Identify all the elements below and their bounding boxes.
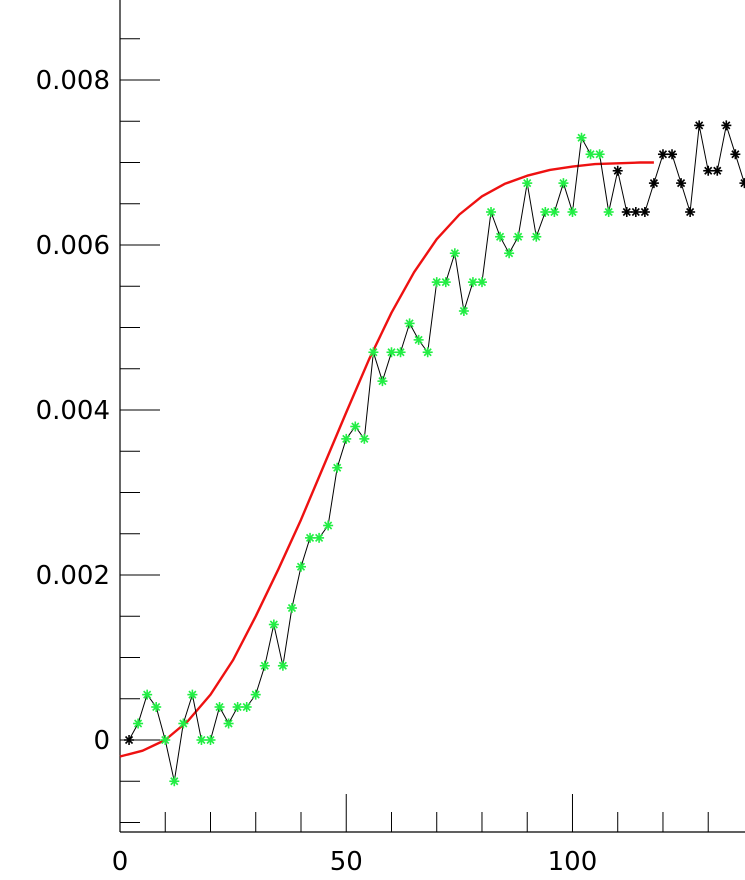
data-point-marker xyxy=(549,207,560,217)
data-point-marker xyxy=(585,149,596,160)
data-point-marker xyxy=(531,231,542,242)
x-tick-label: 50 xyxy=(330,847,363,877)
data-point-marker xyxy=(639,207,650,217)
data-point-marker xyxy=(395,347,406,358)
y-tick-label: 0 xyxy=(93,726,110,756)
data-point-marker xyxy=(522,178,533,189)
data-point-marker xyxy=(657,149,668,160)
data-point-marker xyxy=(286,603,297,613)
data-point-marker xyxy=(187,689,198,700)
data-point-marker xyxy=(295,561,306,572)
data-series-line xyxy=(128,125,745,782)
data-point-marker xyxy=(169,776,180,787)
data-point-marker xyxy=(404,318,415,329)
data-point-marker xyxy=(612,165,623,176)
data-point-marker xyxy=(214,702,225,712)
data-point-marker xyxy=(314,532,325,543)
data-point-marker xyxy=(540,207,551,217)
data-point-marker xyxy=(685,207,696,217)
axes xyxy=(119,0,745,833)
data-point-marker xyxy=(739,178,745,189)
y-tick-label: 0.008 xyxy=(36,66,110,96)
data-point-marker xyxy=(558,178,569,189)
data-point-marker xyxy=(259,660,270,671)
data-point-marker xyxy=(223,718,234,729)
data-point-marker xyxy=(205,735,216,745)
data-point-marker xyxy=(305,532,316,543)
data-point-marker xyxy=(594,149,605,160)
data-point-marker xyxy=(476,277,487,288)
data-point-marker xyxy=(676,178,687,189)
data-point-marker xyxy=(178,718,189,729)
data-point-marker xyxy=(694,120,705,131)
data-point-marker xyxy=(576,132,587,143)
data-point-marker xyxy=(250,689,261,700)
y-tick-label: 0.002 xyxy=(36,561,110,591)
data-point-marker xyxy=(703,165,714,176)
data-point-marker xyxy=(621,207,632,217)
x-tick-label: 0 xyxy=(112,847,129,877)
data-point-marker xyxy=(142,689,153,700)
tick-labels: 0 0.002 0.004 0.006 0.008 0 50 100 xyxy=(36,66,598,877)
fit-curve-line xyxy=(119,161,654,758)
data-point-marker xyxy=(377,376,388,387)
data-point-marker xyxy=(341,433,352,444)
data-point-marker xyxy=(151,702,162,712)
data-point-marker xyxy=(350,421,361,432)
data-point-marker xyxy=(567,207,578,217)
data-point-marker xyxy=(513,231,524,242)
data-point-marker xyxy=(721,120,732,131)
data-point-marker xyxy=(504,248,515,259)
data-point-marker xyxy=(458,306,469,316)
y-tick-label: 0.004 xyxy=(36,396,110,426)
data-point-marker xyxy=(422,347,433,358)
data-point-marker xyxy=(431,277,442,288)
data-point-marker xyxy=(413,334,424,345)
data-point-marker xyxy=(359,433,370,444)
x-tick-label: 100 xyxy=(548,847,598,877)
data-point-marker xyxy=(495,231,506,242)
data-point-marker xyxy=(232,702,243,712)
data-point-marker xyxy=(133,718,144,729)
y-tick-label: 0.006 xyxy=(36,231,110,261)
data-point-marker xyxy=(440,277,451,288)
data-point-marker xyxy=(667,149,678,160)
data-point-marker xyxy=(467,277,478,288)
data-point-marker xyxy=(630,207,641,217)
data-point-marker xyxy=(603,207,614,217)
data-point-marker xyxy=(648,178,659,189)
data-point-marker xyxy=(730,149,741,160)
data-point-marker xyxy=(196,735,207,745)
data-point-marker xyxy=(332,462,343,473)
data-point-marker xyxy=(712,165,723,176)
data-point-marker xyxy=(323,520,334,531)
data-point-marker xyxy=(124,735,135,745)
data-point-marker xyxy=(277,660,288,671)
data-layer xyxy=(124,120,745,787)
data-point-marker xyxy=(241,702,252,712)
data-point-marker xyxy=(486,207,497,217)
data-point-marker xyxy=(386,347,397,358)
data-point-marker xyxy=(368,347,379,358)
data-point-marker xyxy=(268,619,279,630)
data-point-marker xyxy=(449,248,460,259)
fit-curve-layer xyxy=(119,161,654,758)
data-point-marker xyxy=(160,735,171,745)
